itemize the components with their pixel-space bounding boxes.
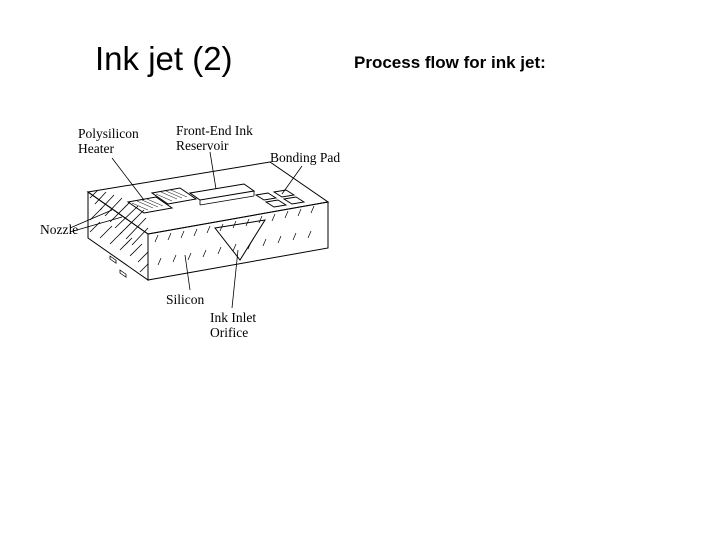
label-silicon: Silicon — [166, 292, 205, 307]
label-heater-1: Polysilicon — [78, 126, 139, 141]
slide-title: Ink jet (2) — [95, 40, 233, 78]
process-subtitle: Process flow for ink jet: — [354, 53, 546, 73]
bonding-pads — [256, 190, 304, 207]
label-reservoir-2: Reservoir — [176, 138, 229, 153]
label-orifice-1: Ink Inlet — [210, 310, 256, 325]
side-face-hatch — [155, 206, 314, 265]
label-reservoir-1: Front-End Ink — [176, 123, 253, 138]
label-nozzle: Nozzle — [40, 222, 78, 237]
inkjet-figure: Polysilicon Heater Front-End Ink Reservo… — [40, 120, 345, 345]
nozzle-slot-2 — [120, 270, 126, 277]
label-pad: Bonding Pad — [270, 150, 340, 165]
label-heater-2: Heater — [78, 141, 114, 156]
label-orifice-2: Orifice — [210, 325, 248, 340]
